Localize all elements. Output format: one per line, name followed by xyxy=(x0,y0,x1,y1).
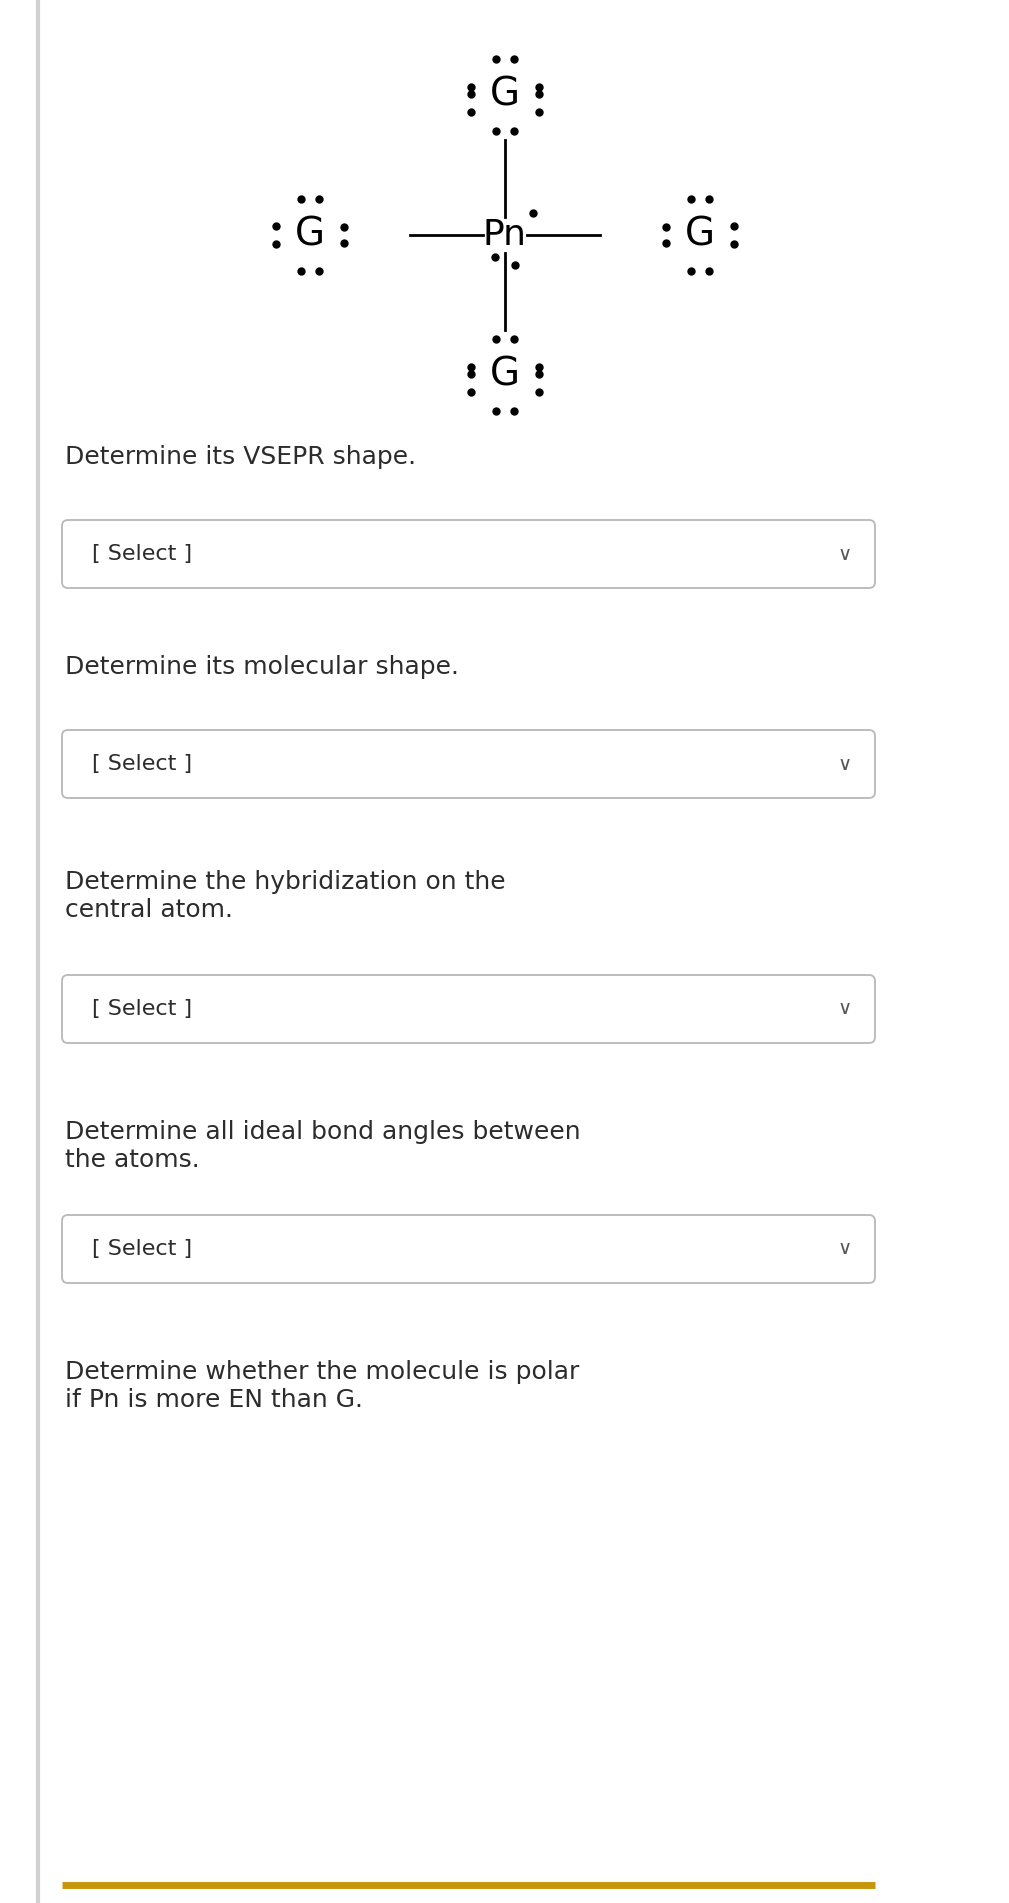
Text: [ Select ]: [ Select ] xyxy=(92,754,192,775)
Text: [ Select ]: [ Select ] xyxy=(92,999,192,1018)
FancyBboxPatch shape xyxy=(62,731,875,797)
Text: Determine its molecular shape.: Determine its molecular shape. xyxy=(65,655,459,679)
Text: G: G xyxy=(295,217,325,253)
Text: Pn: Pn xyxy=(483,219,527,251)
FancyBboxPatch shape xyxy=(62,974,875,1043)
FancyBboxPatch shape xyxy=(62,520,875,588)
Text: [ Select ]: [ Select ] xyxy=(92,544,192,563)
Text: [ Select ]: [ Select ] xyxy=(92,1239,192,1260)
Text: G: G xyxy=(685,217,715,253)
Text: G: G xyxy=(490,76,520,114)
Text: ∨: ∨ xyxy=(837,1239,853,1258)
FancyBboxPatch shape xyxy=(62,1214,875,1283)
Text: ∨: ∨ xyxy=(837,544,853,563)
Text: Determine whether the molecule is polar
if Pn is more EN than G.: Determine whether the molecule is polar … xyxy=(65,1361,579,1412)
Text: ∨: ∨ xyxy=(837,754,853,773)
Text: ∨: ∨ xyxy=(837,999,853,1018)
Text: Determine all ideal bond angles between
the atoms.: Determine all ideal bond angles between … xyxy=(65,1121,580,1172)
Text: Determine the hybridization on the
central atom.: Determine the hybridization on the centr… xyxy=(65,870,506,921)
Text: G: G xyxy=(490,356,520,394)
Text: Determine its VSEPR shape.: Determine its VSEPR shape. xyxy=(65,445,416,468)
